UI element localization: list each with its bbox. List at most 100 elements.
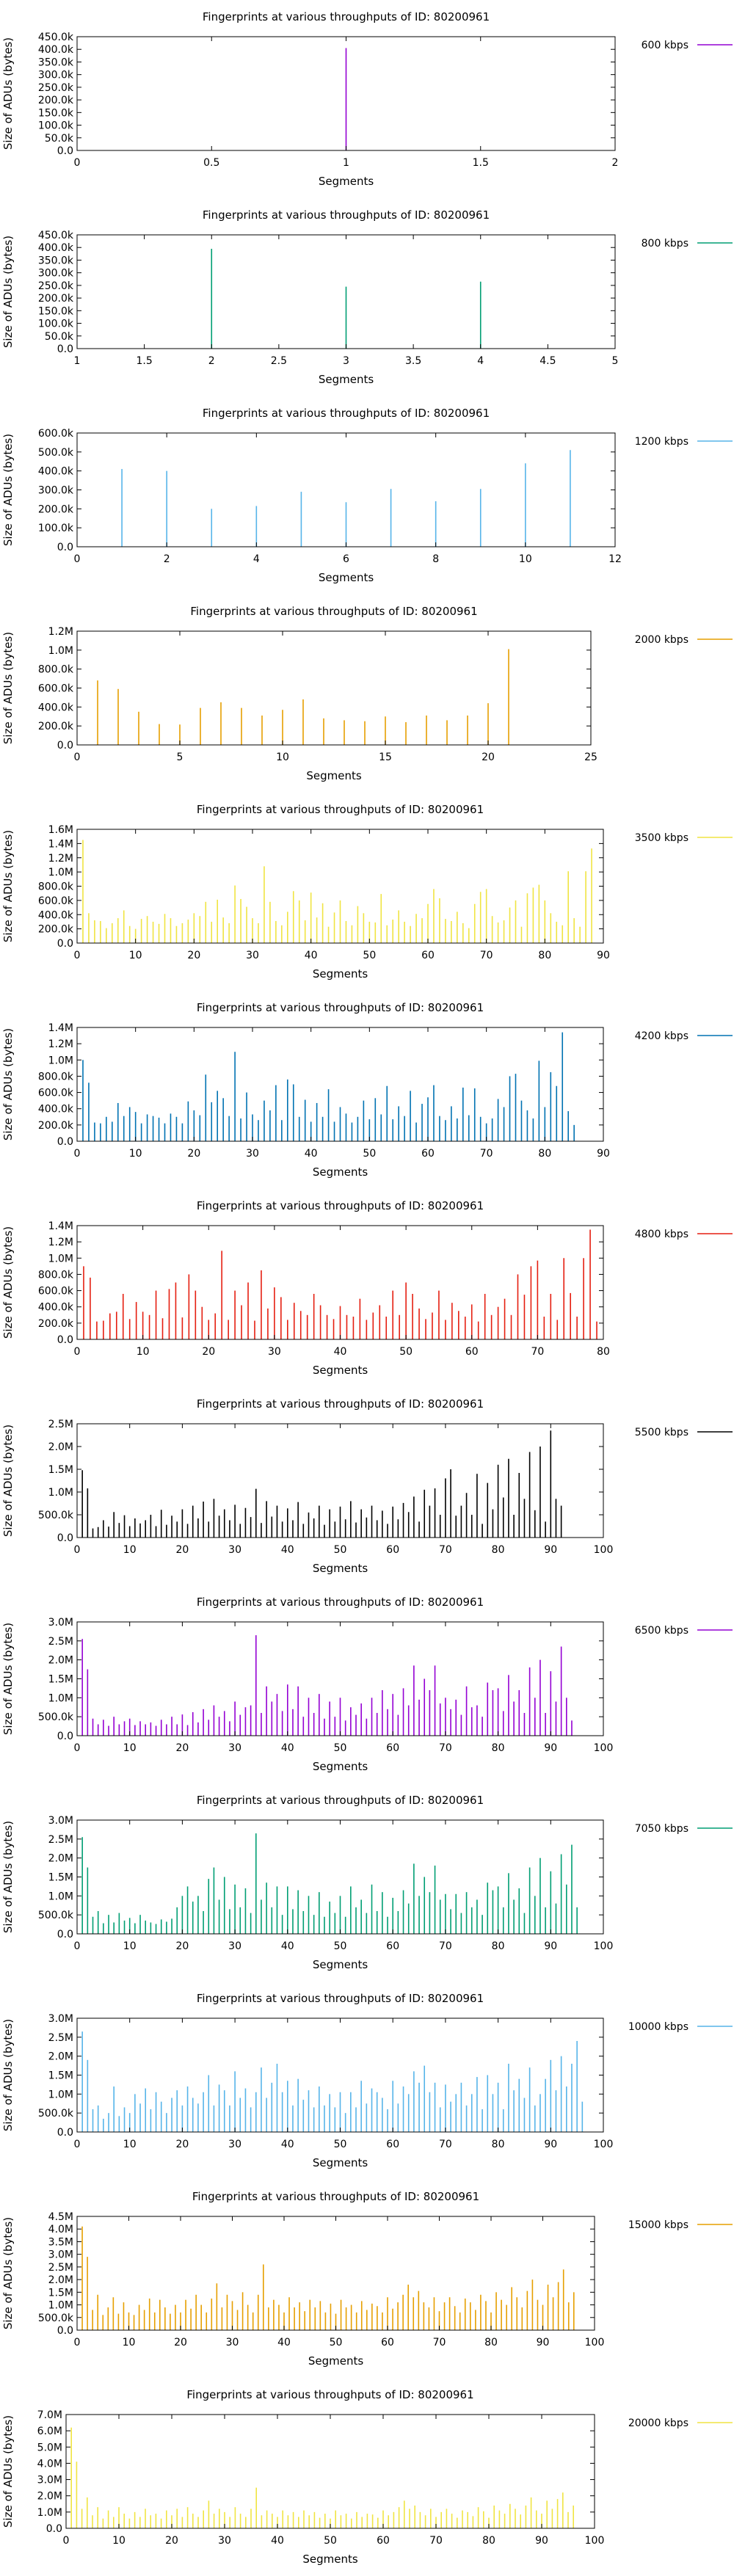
x-tick-label: 6 xyxy=(343,553,349,565)
y-tick-label: 1.0M xyxy=(48,1487,73,1499)
y-tick-label: 2.5M xyxy=(48,2032,73,2044)
y-axis-label: Size of ADUs (bytes) xyxy=(1,1425,15,1537)
chart-panel: Fingerprints at various throughputs of I… xyxy=(1,1397,733,1575)
bar-series xyxy=(81,1635,573,1736)
x-tick-label: 30 xyxy=(268,1346,281,1358)
x-tick-label: 40 xyxy=(334,1346,347,1358)
x-tick-label: 40 xyxy=(281,2139,294,2150)
y-tick-label: 400.0k xyxy=(38,466,74,478)
chart-title: Fingerprints at various throughputs of I… xyxy=(197,1397,484,1411)
y-tick-label: 0.0 xyxy=(57,1136,73,1148)
legend-label: 600 kbps xyxy=(642,40,688,51)
x-tick-label: 40 xyxy=(271,2535,284,2547)
y-tick-label: 400.0k xyxy=(38,1302,74,1314)
bar-series xyxy=(121,450,571,547)
y-tick-label: 0.0 xyxy=(57,145,73,157)
chart-panel: Fingerprints at various throughputs of I… xyxy=(1,1992,733,2169)
y-tick-label: 100.0k xyxy=(38,523,74,534)
y-tick-label: 1.5M xyxy=(48,2287,73,2299)
x-axis-label: Segments xyxy=(308,2354,364,2368)
y-tick-label: 500.0k xyxy=(38,447,74,459)
x-tick-label: 90 xyxy=(537,2337,550,2348)
chart-panel: Fingerprints at various throughputs of I… xyxy=(1,1199,733,1377)
x-tick-label: 10 xyxy=(123,1940,137,1952)
chart-panel: Fingerprints at various throughputs of I… xyxy=(1,2190,733,2368)
x-tick-label: 0 xyxy=(74,950,81,961)
x-tick-label: 1.5 xyxy=(136,355,152,367)
y-axis-label: Size of ADUs (bytes) xyxy=(1,1226,15,1339)
x-tick-label: 50 xyxy=(334,1544,347,1556)
chart-panel: Fingerprints at various throughputs of I… xyxy=(1,10,733,188)
y-tick-label: 2.0M xyxy=(48,1655,73,1667)
x-tick-label: 10 xyxy=(123,1742,137,1754)
x-tick-label: 20 xyxy=(175,2139,189,2150)
x-tick-label: 50 xyxy=(324,2535,337,2547)
y-tick-label: 0.0 xyxy=(57,2127,73,2139)
y-tick-label: 4.5M xyxy=(48,2211,73,2223)
x-tick-label: 50 xyxy=(363,1148,376,1160)
x-tick-label: 40 xyxy=(281,1940,294,1952)
y-tick-label: 1.5M xyxy=(48,1872,73,1884)
x-tick-label: 70 xyxy=(429,2535,443,2547)
y-tick-label: 150.0k xyxy=(38,107,74,119)
x-axis-label: Segments xyxy=(313,1562,368,1575)
x-tick-label: 30 xyxy=(218,2535,231,2547)
x-tick-label: 90 xyxy=(544,2139,557,2150)
y-tick-label: 0.0 xyxy=(57,1334,73,1346)
y-tick-label: 1.4M xyxy=(48,1220,73,1232)
y-tick-label: 0.0 xyxy=(57,1532,73,1544)
y-tick-label: 0.0 xyxy=(57,542,73,553)
x-tick-label: 60 xyxy=(386,1940,399,1952)
x-tick-label: 30 xyxy=(228,1544,241,1556)
x-tick-label: 20 xyxy=(175,1742,189,1754)
y-tick-label: 0.0 xyxy=(57,2325,73,2337)
chart-panel: Fingerprints at various throughputs of I… xyxy=(1,1794,733,1971)
y-tick-label: 600.0k xyxy=(38,428,74,440)
y-tick-label: 3.0M xyxy=(48,2013,73,2025)
bar-series xyxy=(82,1032,575,1141)
x-tick-label: 80 xyxy=(492,1940,505,1952)
x-tick-label: 80 xyxy=(492,1544,505,1556)
y-axis-label: Size of ADUs (bytes) xyxy=(1,37,15,150)
y-tick-label: 500.0k xyxy=(38,1510,74,1521)
x-tick-label: 90 xyxy=(544,1940,557,1952)
x-tick-label: 2.5 xyxy=(271,355,287,367)
y-tick-label: 400.0k xyxy=(38,1104,74,1116)
x-tick-label: 50 xyxy=(330,2337,343,2348)
chart-title: Fingerprints at various throughputs of I… xyxy=(197,1794,484,1807)
y-tick-label: 300.0k xyxy=(38,70,74,81)
x-tick-label: 0.5 xyxy=(203,157,219,169)
y-tick-label: 3.0M xyxy=(37,2475,62,2486)
y-tick-label: 350.0k xyxy=(38,57,74,68)
x-tick-label: 20 xyxy=(202,1346,215,1358)
x-tick-label: 20 xyxy=(187,1148,200,1160)
x-axis-label: Segments xyxy=(313,1958,368,1971)
chart-title: Fingerprints at various throughputs of I… xyxy=(197,1596,484,1609)
x-tick-label: 20 xyxy=(175,1544,189,1556)
x-tick-label: 2 xyxy=(164,553,170,565)
x-tick-label: 50 xyxy=(334,1940,347,1952)
y-tick-label: 200.0k xyxy=(38,293,74,305)
x-tick-label: 0 xyxy=(63,2535,70,2547)
y-tick-label: 1.2M xyxy=(48,626,73,638)
x-tick-label: 0 xyxy=(74,1940,81,1952)
chart-panel: Fingerprints at various throughputs of I… xyxy=(1,605,733,782)
y-tick-label: 200.0k xyxy=(38,95,74,106)
x-tick-label: 10 xyxy=(519,553,532,565)
y-tick-label: 1.6M xyxy=(48,824,73,836)
x-tick-label: 0 xyxy=(74,553,81,565)
y-axis-label: Size of ADUs (bytes) xyxy=(1,2217,15,2329)
y-axis-label: Size of ADUs (bytes) xyxy=(1,1821,15,1933)
x-tick-label: 50 xyxy=(334,2139,347,2150)
y-axis-label: Size of ADUs (bytes) xyxy=(1,1623,15,1735)
y-tick-label: 200.0k xyxy=(38,503,74,515)
y-tick-label: 1.5M xyxy=(48,1674,73,1686)
chart-title: Fingerprints at various throughputs of I… xyxy=(203,407,490,420)
x-tick-label: 40 xyxy=(281,1742,294,1754)
y-tick-label: 2.0M xyxy=(48,1853,73,1865)
x-tick-label: 2 xyxy=(612,157,619,169)
chart-title: Fingerprints at various throughputs of I… xyxy=(197,1992,484,2005)
x-tick-label: 30 xyxy=(246,1148,259,1160)
y-tick-label: 350.0k xyxy=(38,255,74,266)
y-tick-label: 1.5M xyxy=(48,1464,73,1476)
